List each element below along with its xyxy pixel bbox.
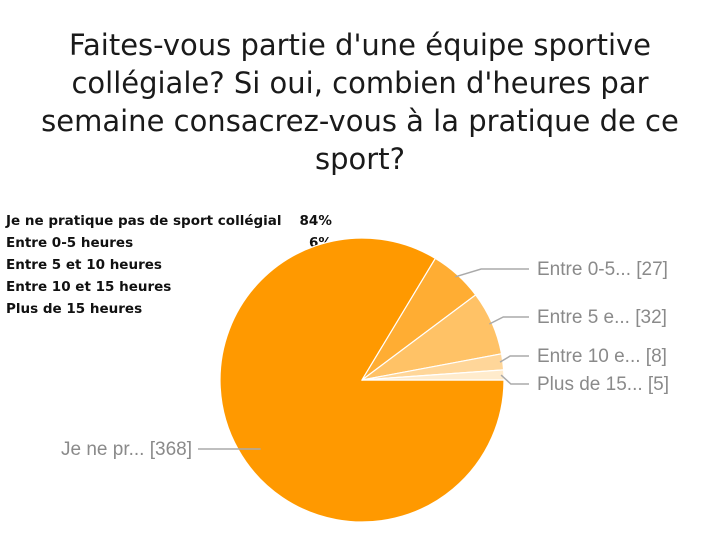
legend-label: Plus de 15 heures	[6, 301, 143, 317]
slice-label: Je ne pr... [368]	[61, 439, 192, 460]
slice-label: Entre 5 e... [32]	[537, 307, 667, 328]
callout-line	[499, 355, 529, 363]
pie-slices	[219, 237, 505, 523]
slice-label: Entre 10 e... [8]	[537, 346, 667, 367]
slice-label: Entre 0-5... [27]	[537, 259, 668, 280]
legend-label: Entre 5 et 10 heures	[6, 257, 162, 273]
legend-table: Je ne pratique pas de sport collégial 84…	[6, 210, 332, 320]
legend-percent: 84%	[299, 213, 332, 229]
legend-label: Je ne pratique pas de sport collégial	[6, 213, 282, 229]
chart-title: Faites-vous partie d'une équipe sportive…	[41, 28, 679, 176]
legend-row: Je ne pratique pas de sport collégial 84…	[6, 210, 332, 232]
callout-line	[489, 316, 529, 325]
pie-slice	[219, 237, 505, 523]
legend-label: Entre 10 et 15 heures	[6, 279, 172, 295]
callout-line	[500, 374, 529, 385]
callout-line	[455, 268, 529, 278]
slice-label: Plus de 15... [5]	[537, 374, 669, 395]
legend-label: Entre 0-5 heures	[6, 235, 134, 251]
pie-slice	[361, 369, 505, 381]
